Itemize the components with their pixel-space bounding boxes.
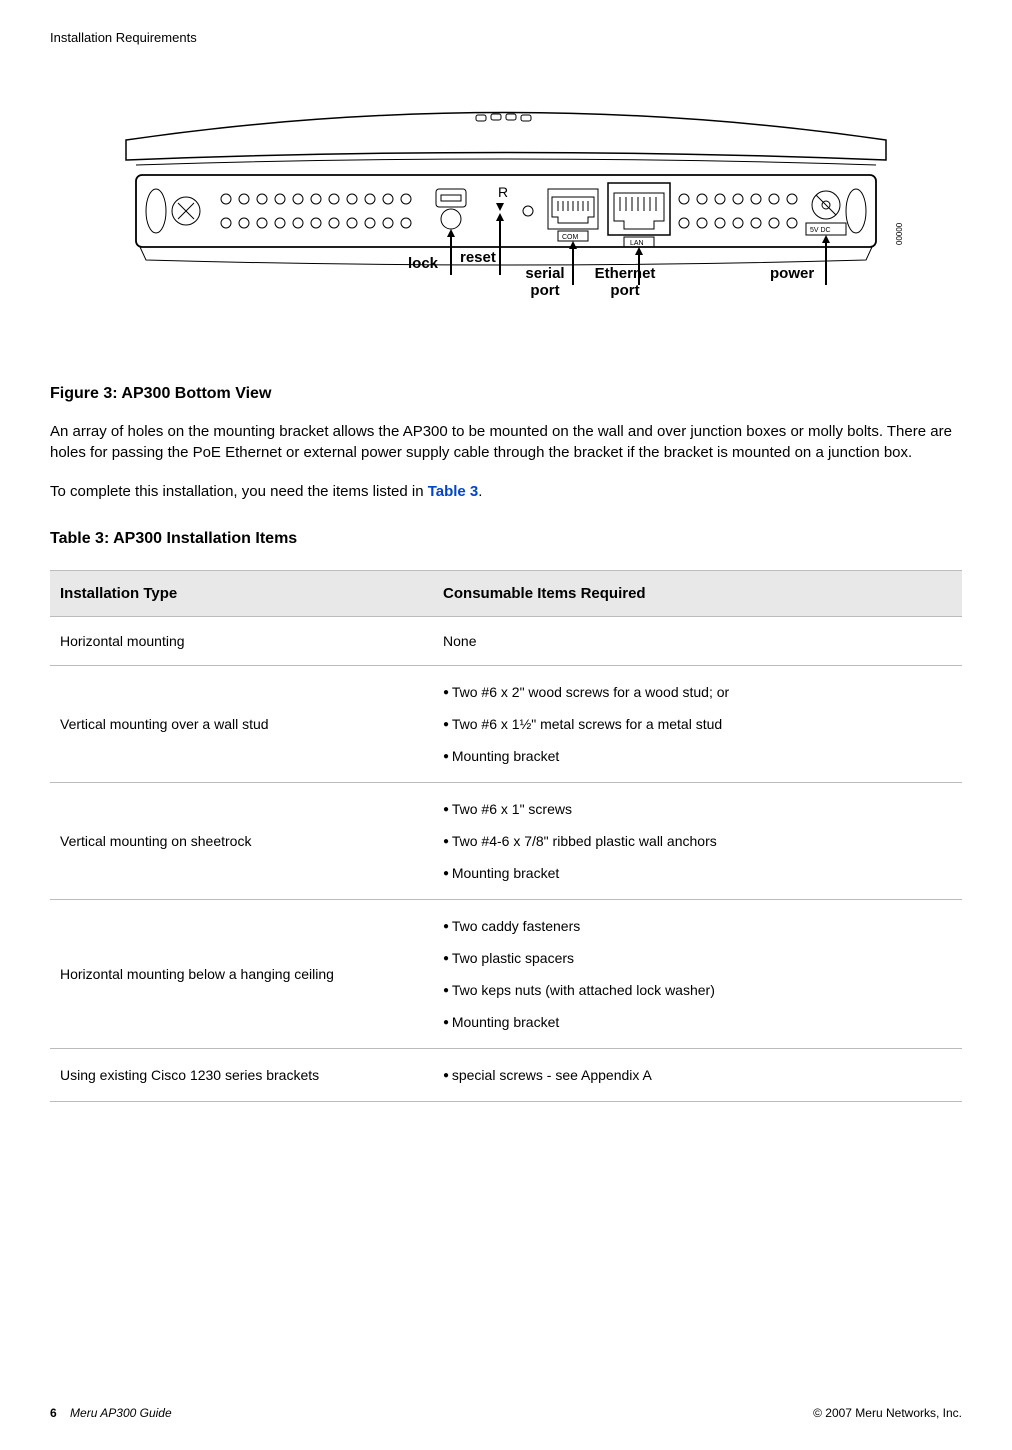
items-cell: Two #6 x 2" wood screws for a wood stud;… [433,666,962,783]
list-item: Two #6 x 1½" metal screws for a metal st… [443,708,952,740]
list-item: Mounting bracket [443,857,952,889]
install-type-cell: Using existing Cisco 1230 series bracket… [50,1049,433,1102]
label-lock: lock [408,255,438,272]
install-type-cell: Horizontal mounting [50,617,433,666]
table-header-row: Installation Type Consumable Items Requi… [50,571,962,617]
items-cell: None [433,617,962,666]
table-link[interactable]: Table 3 [428,483,479,500]
svg-text:00000: 00000 [895,222,904,245]
svg-text:LAN: LAN [630,240,644,247]
table-row: Horizontal mounting below a hanging ceil… [50,900,962,1049]
list-item: special screws - see Appendix A [443,1059,952,1091]
table-row: Vertical mounting on sheetrockTwo #6 x 1… [50,783,962,900]
table-row: Vertical mounting over a wall stud Two #6… [50,666,962,783]
label-ethernet: Ethernet port [580,265,670,299]
list-item: Two plastic spacers [443,942,952,974]
th-items: Consumable Items Required [433,571,962,617]
install-type-cell: Vertical mounting on sheetrock [50,783,433,900]
table-caption: Table 3: AP300 Installation Items [50,530,962,548]
label-power: power [770,265,814,282]
items-cell: Two #6 x 1" screwsTwo #4-6 x 7/8" ribbed… [433,783,962,900]
svg-text:COM: COM [562,234,579,241]
list-item: Two #4-6 x 7/8" ribbed plastic wall anch… [443,825,952,857]
th-install-type: Installation Type [50,571,433,617]
label-serial: serial port [515,265,575,299]
para2-a: To complete this installation, you need … [50,483,428,500]
items-cell: Two caddy fastenersTwo plastic spacersTw… [433,900,962,1049]
list-item: Two #6 x 2" wood screws for a wood stud;… [443,676,952,708]
reset-mark: R [498,184,508,200]
table-row: Horizontal mountingNone [50,617,962,666]
list-item: Two caddy fasteners [443,910,952,942]
list-item: Mounting bracket [443,1006,952,1038]
list-item: Mounting bracket [443,740,952,772]
items-cell: special screws - see Appendix A [433,1049,962,1102]
list-item: Two keps nuts (with attached lock washer… [443,974,952,1006]
paragraph-1: An array of holes on the mounting bracke… [50,421,962,463]
table-row: Using existing Cisco 1230 series bracket… [50,1049,962,1102]
install-type-cell: Horizontal mounting below a hanging ceil… [50,900,433,1049]
device-diagram: R COM LAN 5V DC 00000 lock [50,85,962,365]
guide-name: Meru AP300 Guide [70,1406,172,1420]
page-footer: 6 Meru AP300 Guide © 2007 Meru Networks,… [50,1406,962,1420]
paragraph-2: To complete this installation, you need … [50,481,962,502]
installation-table: Installation Type Consumable Items Requi… [50,570,962,1102]
install-type-cell: Vertical mounting over a wall stud [50,666,433,783]
page-number: 6 [50,1406,57,1420]
section-header: Installation Requirements [50,30,962,45]
label-reset: reset [460,249,496,266]
list-item: Two #6 x 1" screws [443,793,952,825]
figure-caption: Figure 3: AP300 Bottom View [50,385,962,403]
para2-b: . [478,483,482,500]
svg-text:5V DC: 5V DC [810,227,831,234]
copyright: © 2007 Meru Networks, Inc. [813,1406,962,1420]
